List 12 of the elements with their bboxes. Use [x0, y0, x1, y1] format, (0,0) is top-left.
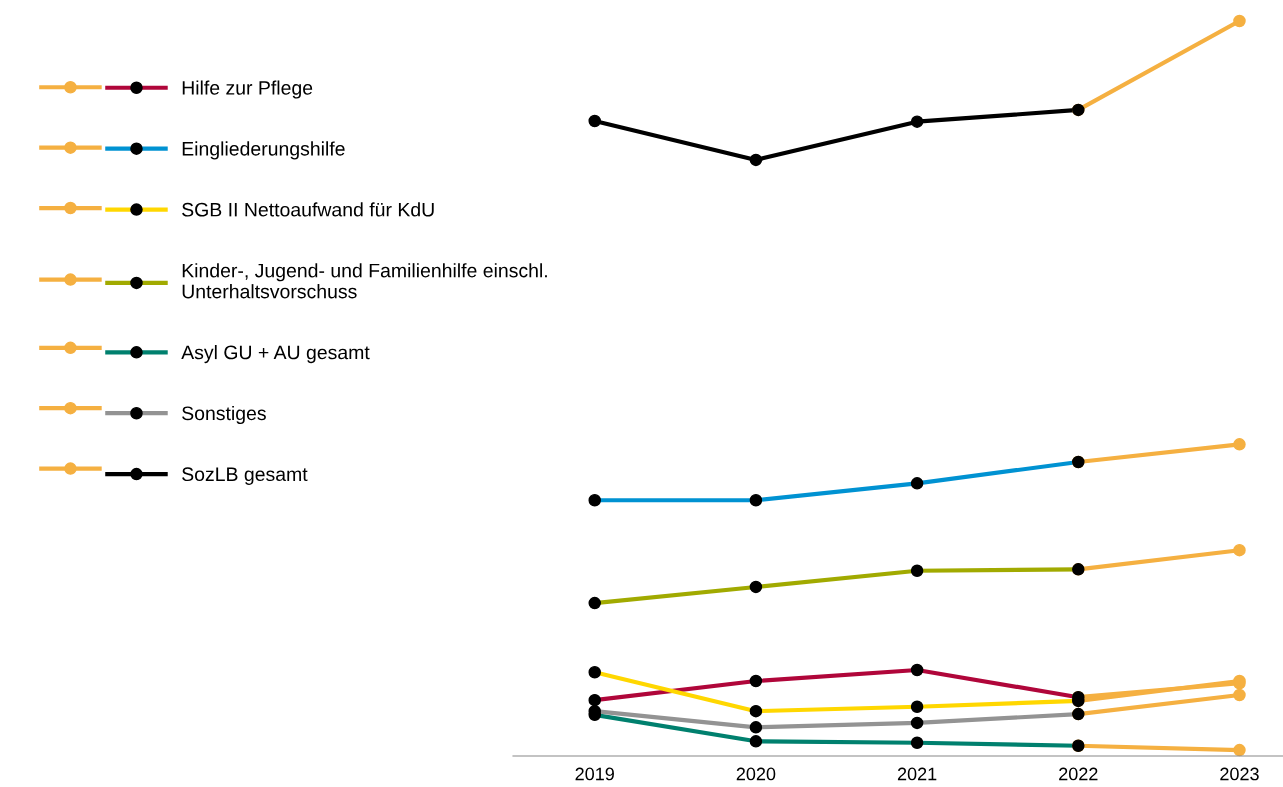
legend-label: Kinder-, Jugend- und Familienhilfe einschl. Unterhaltsvorschuss: [182, 263, 547, 299]
legend-label: Eingliederungshilfe: [182, 141, 345, 160]
x-tick-label: 2019: [575, 767, 614, 781]
x-tick-label: 2020: [736, 767, 776, 781]
x-tick-label: 2022: [1059, 767, 1098, 781]
legend-label: Asyl GU + AU gesamt: [181, 345, 370, 364]
legend-label: SGB II Nettoaufwand für KdU: [182, 202, 434, 217]
legend-label: SozLB gesamt: [182, 467, 308, 485]
legend-label: Hilfe zur Pflege: [182, 80, 313, 99]
legend-label: Sonstiges: [182, 405, 266, 425]
x-tick-label: 2023: [1220, 767, 1259, 781]
x-tick-label: 2021: [897, 767, 937, 781]
